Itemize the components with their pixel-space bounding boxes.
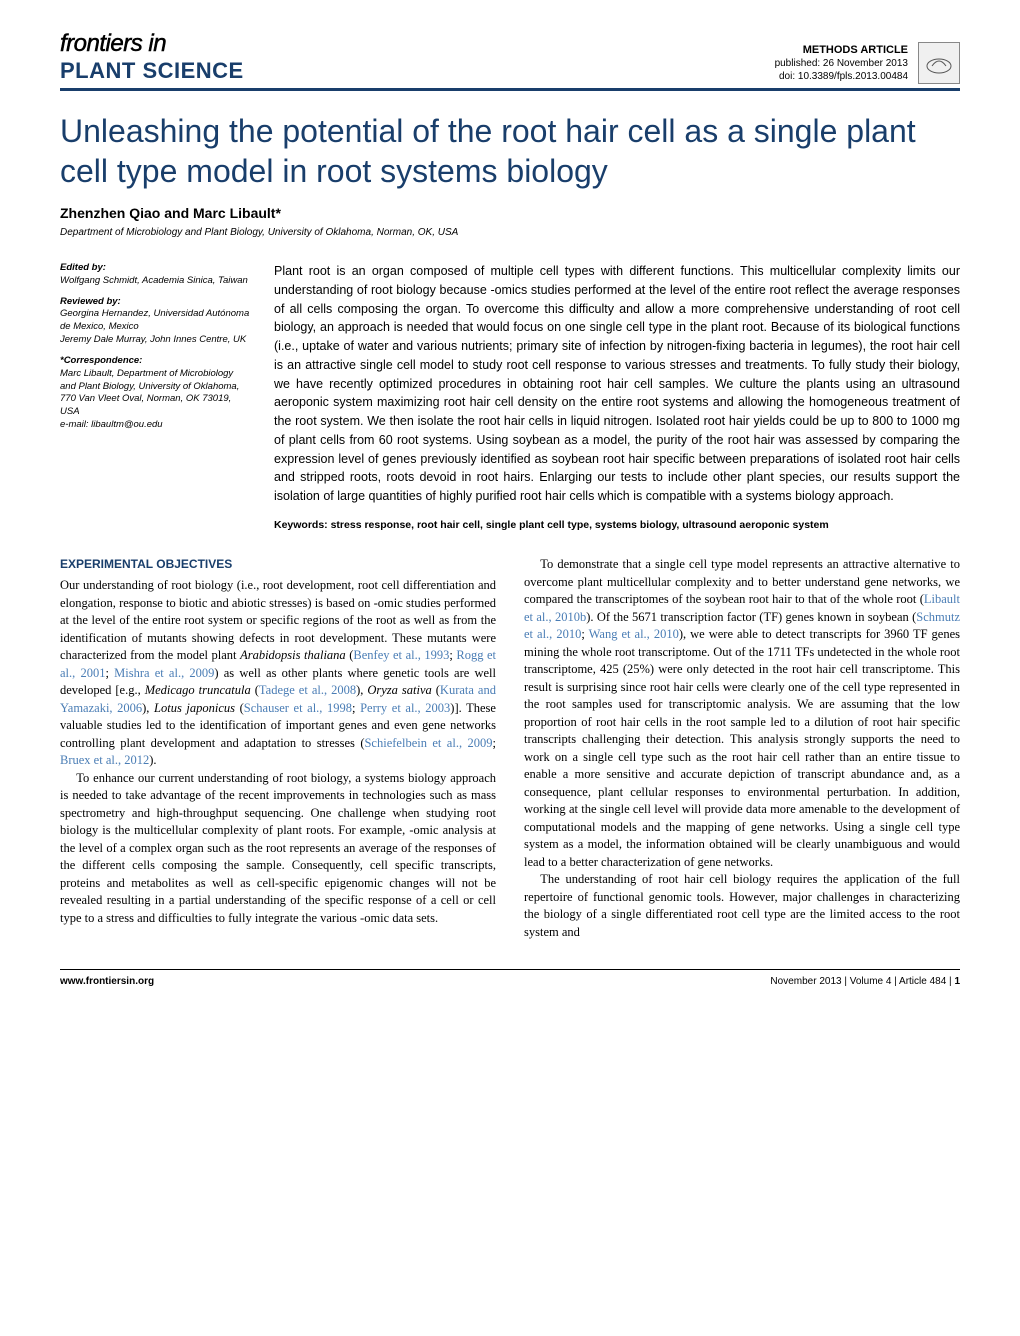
affiliation: Department of Microbiology and Plant Bio… — [60, 227, 960, 238]
meta-abstract-row: Edited by: Wolfgang Schmidt, Academia Si… — [60, 262, 960, 532]
footer-url: www.frontiersin.org — [60, 976, 154, 987]
correspondence-email: e-mail: libaultm@ou.edu — [60, 419, 250, 432]
abstract-column: Plant root is an organ composed of multi… — [274, 262, 960, 532]
published-date: published: 26 November 2013 — [775, 57, 908, 70]
body-paragraph: To enhance our current understanding of … — [60, 770, 496, 928]
correspondence-text: Marc Libault, Department of Microbiology… — [60, 368, 250, 419]
body-right-column: To demonstrate that a single cell type m… — [524, 556, 960, 941]
journal-logo-icon — [918, 42, 960, 84]
reviewed-by-heading: Reviewed by: — [60, 296, 250, 309]
body-paragraph: The understanding of root hair cell biol… — [524, 871, 960, 941]
body-paragraph: Our understanding of root biology (i.e.,… — [60, 577, 496, 770]
footer-citation: November 2013 | Volume 4 | Article 484 |… — [770, 976, 960, 987]
doi: doi: 10.3389/fpls.2013.00484 — [775, 70, 908, 83]
edited-by-text: Wolfgang Schmidt, Academia Sinica, Taiwa… — [60, 275, 250, 288]
body-left-column: EXPERIMENTAL OBJECTIVES Our understandin… — [60, 556, 496, 941]
reviewed-by-text-1: Georgina Hernandez, Universidad Autónoma… — [60, 308, 250, 334]
body-columns: EXPERIMENTAL OBJECTIVES Our understandin… — [60, 556, 960, 941]
keywords: Keywords: stress response, root hair cel… — [274, 518, 960, 533]
citation-link[interactable]: Bruex et al., 2012 — [60, 753, 149, 767]
header-meta: METHODS ARTICLE published: 26 November 2… — [775, 42, 960, 84]
page-header: frontiers in PLANT SCIENCE METHODS ARTIC… — [60, 30, 960, 91]
citation-link[interactable]: Benfey et al., 1993 — [353, 648, 449, 662]
article-type: METHODS ARTICLE — [775, 43, 908, 57]
journal-brand-top: frontiers in — [60, 30, 244, 58]
citation-link[interactable]: Perry et al., 2003 — [360, 701, 450, 715]
citation-link[interactable]: Tadege et al., 2008 — [259, 683, 356, 697]
abstract-text: Plant root is an organ composed of multi… — [274, 262, 960, 506]
citation-link[interactable]: Wang et al., 2010 — [589, 627, 679, 641]
meta-sidebar: Edited by: Wolfgang Schmidt, Academia Si… — [60, 262, 250, 532]
authors: Zhenzhen Qiao and Marc Libault* — [60, 205, 960, 221]
citation-link[interactable]: Mishra et al., 2009 — [114, 666, 214, 680]
reviewed-by-text-2: Jeremy Dale Murray, John Innes Centre, U… — [60, 334, 250, 347]
body-paragraph: To demonstrate that a single cell type m… — [524, 556, 960, 871]
citation-link[interactable]: Schiefelbein et al., 2009 — [364, 736, 492, 750]
correspondence-heading: *Correspondence: — [60, 355, 250, 368]
section-heading: EXPERIMENTAL OBJECTIVES — [60, 556, 496, 573]
page-footer: www.frontiersin.org November 2013 | Volu… — [60, 969, 960, 987]
journal-brand: frontiers in PLANT SCIENCE — [60, 30, 244, 84]
journal-brand-bottom: PLANT SCIENCE — [60, 58, 244, 84]
edited-by-heading: Edited by: — [60, 262, 250, 275]
article-title: Unleashing the potential of the root hai… — [60, 111, 960, 191]
citation-link[interactable]: Schauser et al., 1998 — [244, 701, 352, 715]
